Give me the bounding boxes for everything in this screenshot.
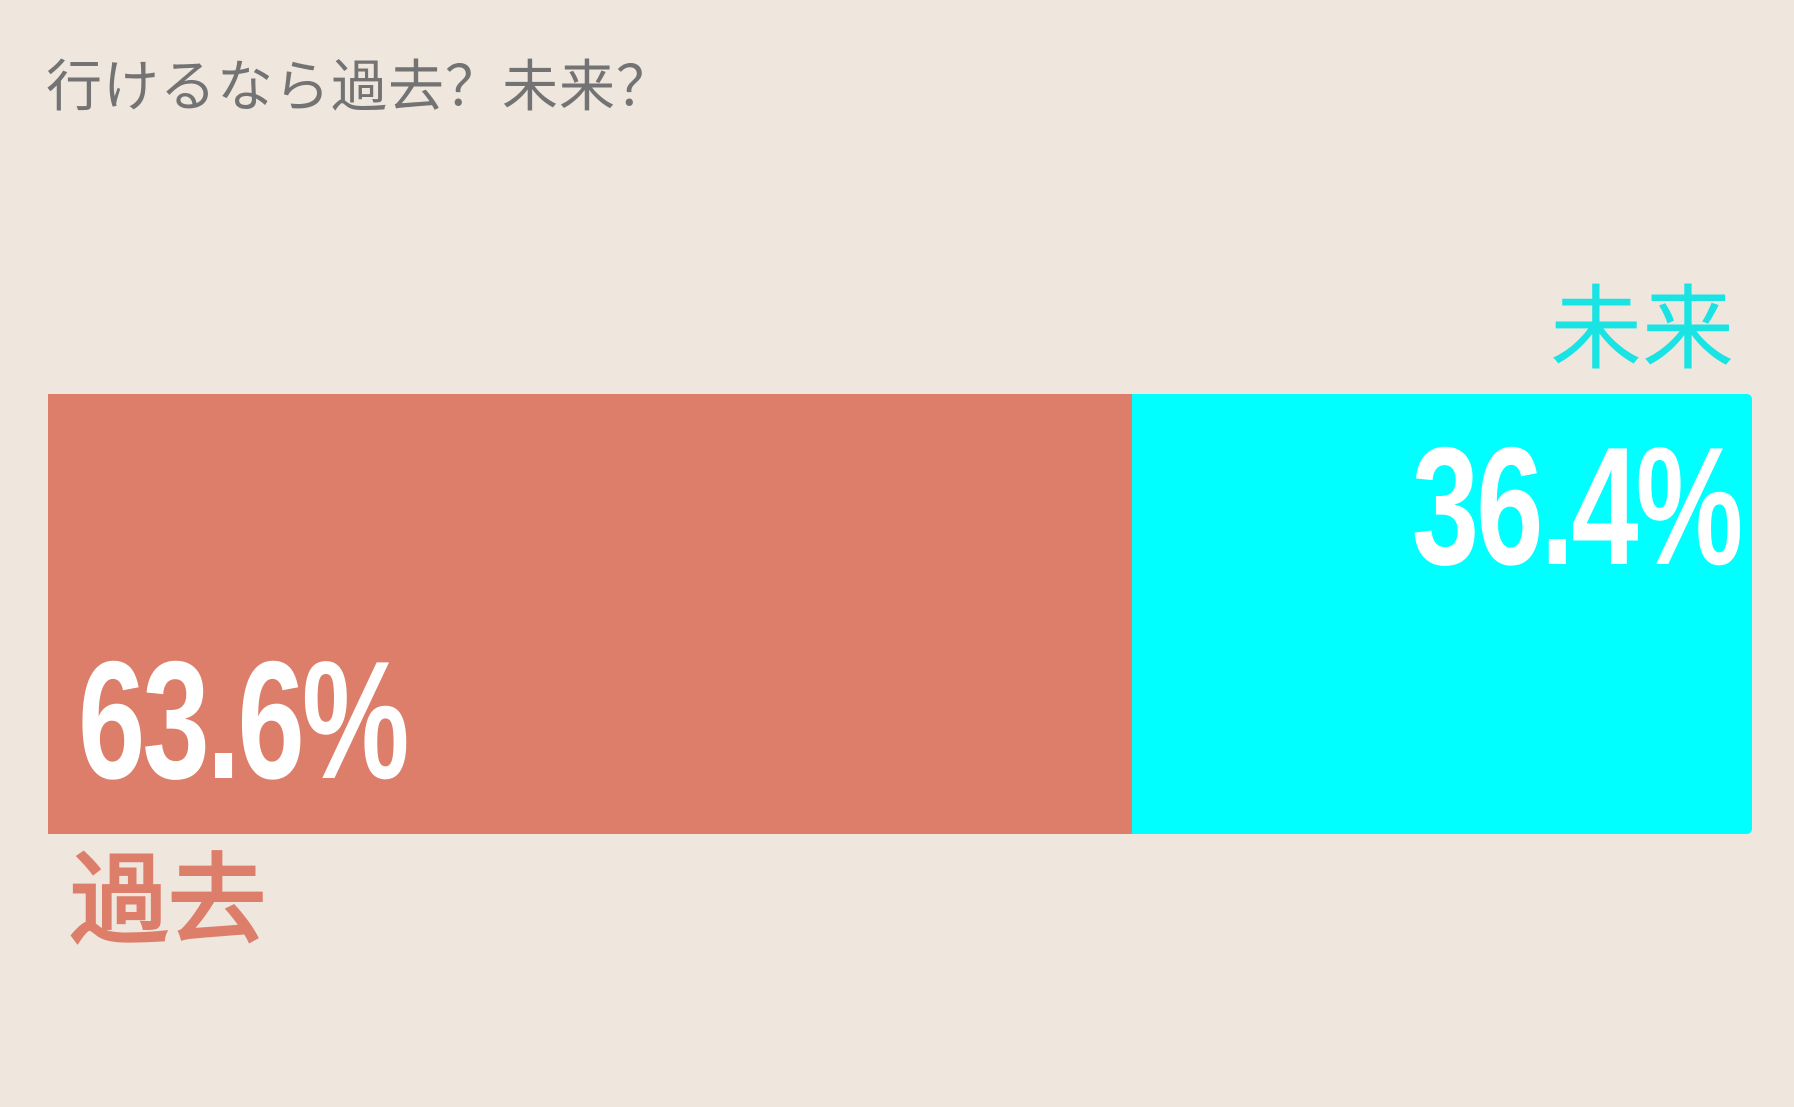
stacked-bar: 63.6% 36.4% [48, 394, 1752, 834]
bar-segment-future: 36.4% [1131, 394, 1752, 834]
series-label-future: 未来 [1549, 276, 1734, 383]
value-label-past: 63.6% [78, 626, 409, 814]
value-label-future: 36.4% [1411, 412, 1742, 600]
bar-segment-past: 63.6% [48, 394, 1132, 834]
series-label-past: 過去 [70, 843, 267, 958]
chart-title: 行けるなら過去？未来？ [46, 55, 673, 120]
